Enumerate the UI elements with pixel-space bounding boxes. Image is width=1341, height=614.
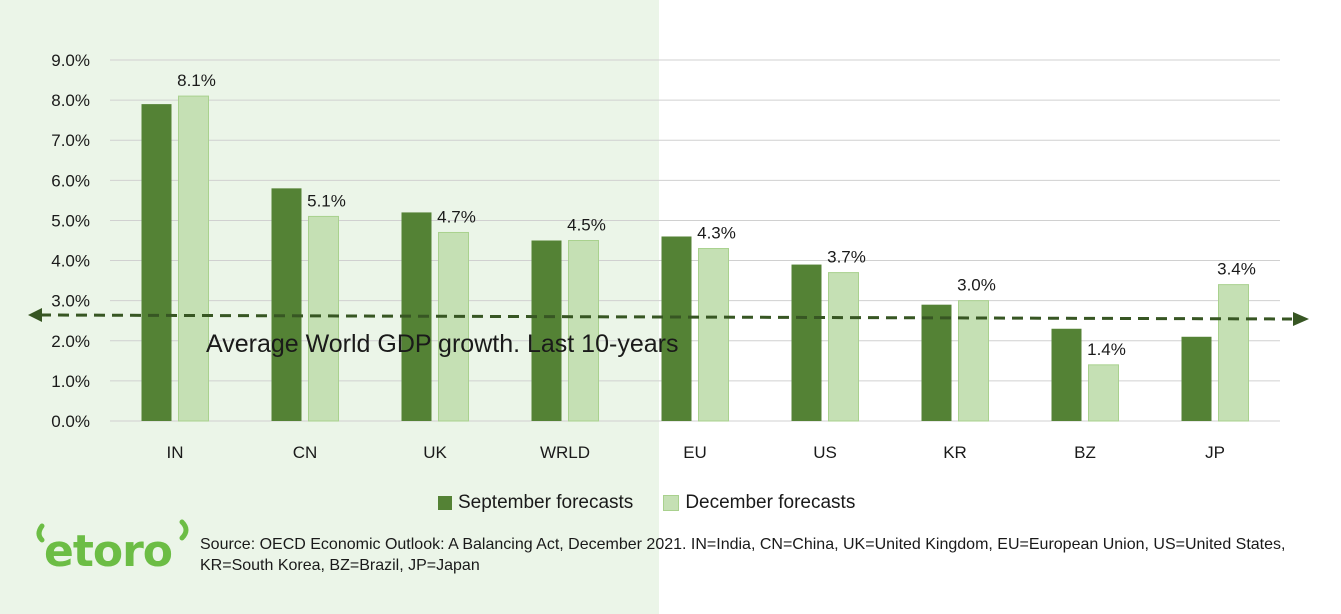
data-label-eu: 4.3% (697, 224, 736, 243)
data-label-jp: 3.4% (1217, 260, 1256, 279)
legend-label-september: September forecasts (458, 492, 633, 514)
legend-label-december: December forecasts (685, 492, 855, 514)
x-tick-label: UK (423, 443, 447, 462)
legend-item-september: September forecasts (438, 492, 633, 514)
y-tick-label: 1.0% (51, 372, 90, 391)
legend-swatch-september (438, 496, 452, 510)
y-tick-label: 6.0% (51, 171, 90, 190)
data-label-wrld: 4.5% (567, 216, 606, 235)
y-tick-label: 4.0% (51, 252, 90, 271)
bar-september-in (142, 104, 172, 421)
svg-text:etoro: etoro (44, 526, 172, 574)
x-tick-label: EU (683, 443, 707, 462)
y-axis-ticks: 0.0% 1.0% 2.0% 3.0% 4.0% 5.0% 6.0% 7.0% 8.0% 9.0% (51, 51, 90, 431)
y-tick-label: 5.0% (51, 211, 90, 230)
source-note: Source: OECD Economic Outlook: A Balanci… (200, 534, 1320, 576)
y-tick-label: 3.0% (51, 292, 90, 311)
bar-september-kr (922, 305, 952, 421)
y-tick-label: 2.0% (51, 332, 90, 351)
bar-chart: 0.0% 1.0% 2.0% 3.0% 4.0% 5.0% 6.0% 7.0% 8.0% 9.0%… (0, 0, 1341, 480)
x-tick-label: KR (943, 443, 967, 462)
bar-september-eu (662, 236, 692, 421)
bar-december-uk (439, 232, 469, 421)
x-tick-label: CN (293, 443, 318, 462)
data-label-bz: 1.4% (1087, 340, 1126, 359)
bar-december-cn (309, 216, 339, 421)
reference-line-label: Average World GDP growth. Last 10-years (206, 330, 678, 358)
x-tick-label: US (813, 443, 837, 462)
reference-arrow-right (1293, 312, 1309, 326)
bar-september-cn (272, 188, 302, 421)
bar-december-eu (699, 249, 729, 421)
x-axis-categories: IN CN UK WRLD EU US KR BZ JP (167, 443, 1225, 462)
bar-september-bz (1052, 329, 1082, 421)
data-label-in: 8.1% (177, 71, 216, 90)
y-tick-label: 0.0% (51, 412, 90, 431)
etoro-logo: etoro (34, 516, 190, 574)
legend: September forecasts December forecasts (438, 492, 885, 514)
y-tick-label: 7.0% (51, 131, 90, 150)
x-tick-label: JP (1205, 443, 1225, 462)
x-tick-label: IN (167, 443, 184, 462)
x-tick-label: WRLD (540, 443, 590, 462)
reference-arrow-left (28, 308, 42, 322)
y-tick-label: 8.0% (51, 91, 90, 110)
bar-december-bz (1089, 365, 1119, 421)
data-label-cn: 5.1% (307, 191, 346, 210)
bar-september-jp (1182, 337, 1212, 421)
y-tick-label: 9.0% (51, 51, 90, 70)
legend-item-december: December forecasts (663, 492, 855, 514)
bar-september-us (792, 265, 822, 421)
bar-december-in (179, 96, 209, 421)
legend-swatch-december (663, 495, 679, 511)
data-label-kr: 3.0% (957, 276, 996, 295)
bar-december-jp (1219, 285, 1249, 421)
bar-december-us (829, 273, 859, 421)
data-label-uk: 4.7% (437, 207, 476, 226)
data-label-us: 3.7% (827, 248, 866, 267)
x-tick-label: BZ (1074, 443, 1096, 462)
bars (142, 96, 1249, 421)
